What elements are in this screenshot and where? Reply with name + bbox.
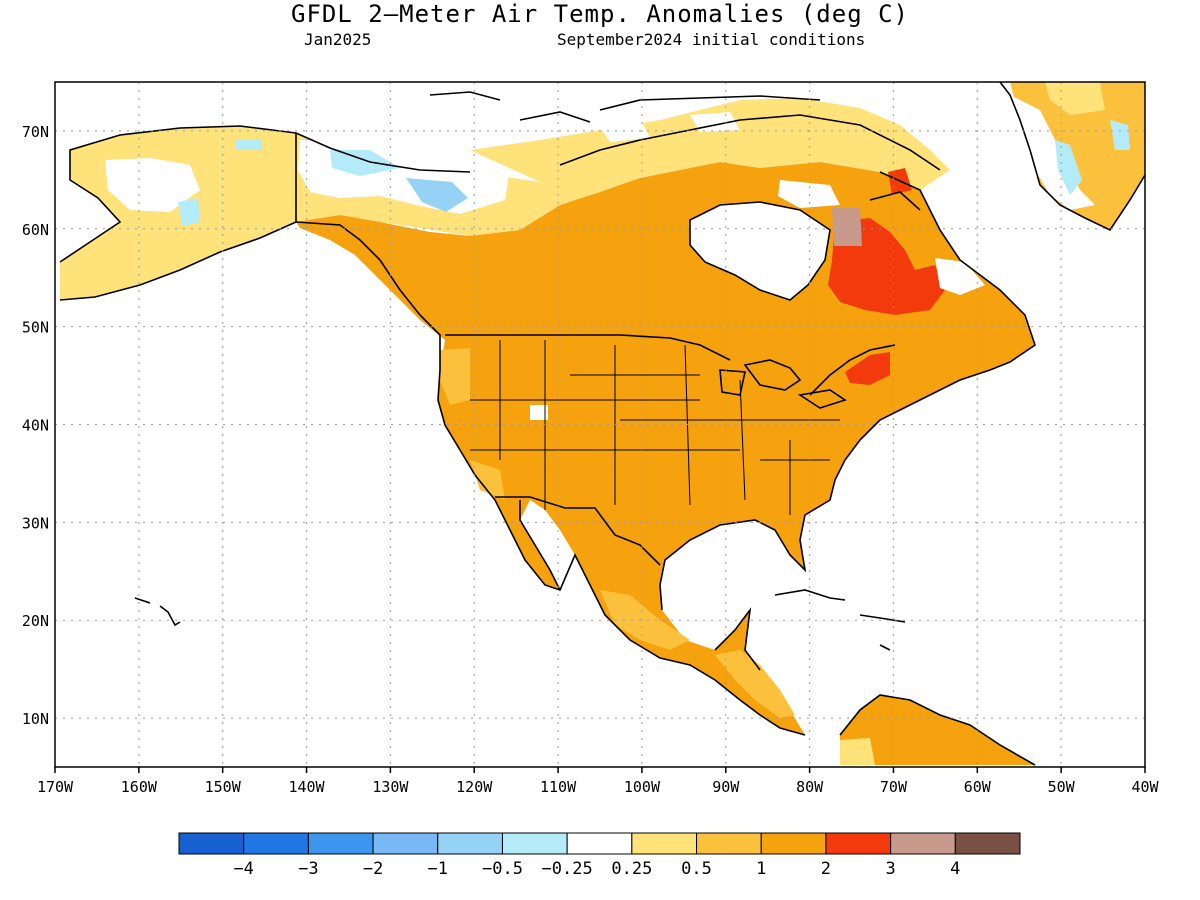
coastline-south-america [839, 694, 1036, 766]
lon-label: 60W [964, 778, 992, 796]
map-frame [54, 81, 1146, 768]
lat-label: 50N [22, 319, 49, 337]
lon-label: 160W [121, 778, 158, 796]
lat-label: 20N [22, 612, 49, 630]
colorbar-bin [760, 832, 827, 855]
lon-label: 110W [540, 778, 577, 796]
coastline-atlantic [859, 171, 1036, 441]
lon-label: 130W [372, 778, 409, 796]
border-us-mexico [495, 496, 661, 566]
colorbar-bin [825, 832, 892, 855]
new-england-hot [845, 352, 890, 385]
north-america-warm [296, 162, 1035, 735]
lon-label: 120W [456, 778, 493, 796]
chart-title: GFDL 2—Meter Air Temp. Anomalies (deg C) [291, 0, 909, 28]
colorbar-bin [566, 832, 633, 855]
colorbar-label: 0.25 [611, 859, 652, 879]
colorbar-bin [437, 832, 503, 855]
colorbar-bin [954, 832, 1021, 855]
colorbar-bin [243, 832, 309, 855]
colorbar [178, 832, 1021, 855]
colorbar-label: −1 [428, 859, 448, 879]
colorbar-label: −3 [298, 859, 318, 879]
map-fill-layer [60, 82, 1145, 765]
forecast-month: Jan2025 [304, 30, 372, 49]
lat-label: 30N [22, 514, 49, 532]
greenland-cool [1055, 120, 1130, 195]
colorbar-label: −2 [363, 859, 383, 879]
colorbar-bin [696, 832, 762, 855]
lon-label: 80W [796, 778, 824, 796]
lon-label: 50W [1048, 778, 1076, 796]
coastline-layer [59, 82, 1145, 766]
colorbar-label: 1 [756, 859, 766, 879]
lon-label: 100W [624, 778, 661, 796]
coastline-great-lakes [719, 359, 847, 409]
lat-label: 40N [22, 417, 49, 435]
colorbar-label: 4 [950, 859, 960, 879]
colorbar-label: −4 [233, 859, 253, 879]
coastline-pacific [295, 221, 806, 736]
colorbar-bin [631, 832, 698, 855]
colorbar-label: −0.25 [542, 859, 593, 879]
quebec-hottest [832, 208, 862, 246]
hudson-bay [690, 202, 830, 300]
colorbar-label: 0.5 [681, 859, 712, 879]
lon-label: 170W [37, 778, 74, 796]
south-america-warm [840, 695, 1035, 765]
alaska-white-west [105, 158, 200, 212]
graticule [54, 82, 1146, 773]
colorbar-bin [890, 832, 956, 855]
greenland-pale [1045, 82, 1105, 115]
colorbar-bin [307, 832, 374, 855]
border-us-canada [445, 334, 896, 396]
coastline-greenland [999, 82, 1145, 232]
colorbar-bin [178, 832, 245, 855]
nunavut-white [595, 112, 840, 208]
west-coast-pale [440, 348, 505, 500]
coastline-yucatan [714, 607, 761, 671]
lon-label: 40W [1131, 778, 1159, 796]
coastline-arctic-islands [429, 91, 941, 211]
lon-label: 140W [288, 778, 325, 796]
lat-label: 70N [22, 123, 49, 141]
lon-label: 70W [880, 778, 908, 796]
latitude-labels: 10N 20N 30N 40N 50N 60N 70N [22, 123, 49, 728]
coastline-gulf [659, 439, 861, 611]
labrador-white [935, 258, 985, 295]
lon-label: 150W [205, 778, 242, 796]
colorbar-labels: −4 −3 −2 −1 −0.5 −0.25 0.25 0.5 1 2 3 4 [233, 859, 960, 879]
south-america-pale [840, 738, 875, 765]
colorbar-label: −0.5 [482, 859, 523, 879]
lat-label: 60N [22, 221, 49, 239]
colorbar-bin [501, 832, 568, 855]
coastline-alaska [59, 125, 471, 301]
central-america [715, 650, 795, 718]
lat-label: 10N [22, 710, 49, 728]
colorbar-label: 3 [885, 859, 895, 879]
lon-label: 90W [712, 778, 740, 796]
colorbar-bin [372, 832, 439, 855]
coastline-hudson-bay [689, 201, 831, 301]
idaho-white [530, 405, 548, 420]
longitude-labels: 170W 160W 150W 140W 130W 120W 110W 100W 90W 80W 70… [37, 778, 1160, 796]
alaska-cool [178, 140, 400, 226]
canada-arctic-pale [470, 98, 950, 205]
initial-conditions-label: September2024 initial conditions [557, 30, 866, 49]
colorbar-label: 2 [821, 859, 831, 879]
mexico-south-pale [600, 590, 690, 650]
coastline-hawaii [134, 597, 181, 627]
coastline-baja [519, 500, 561, 591]
yukon-cool [406, 178, 468, 212]
